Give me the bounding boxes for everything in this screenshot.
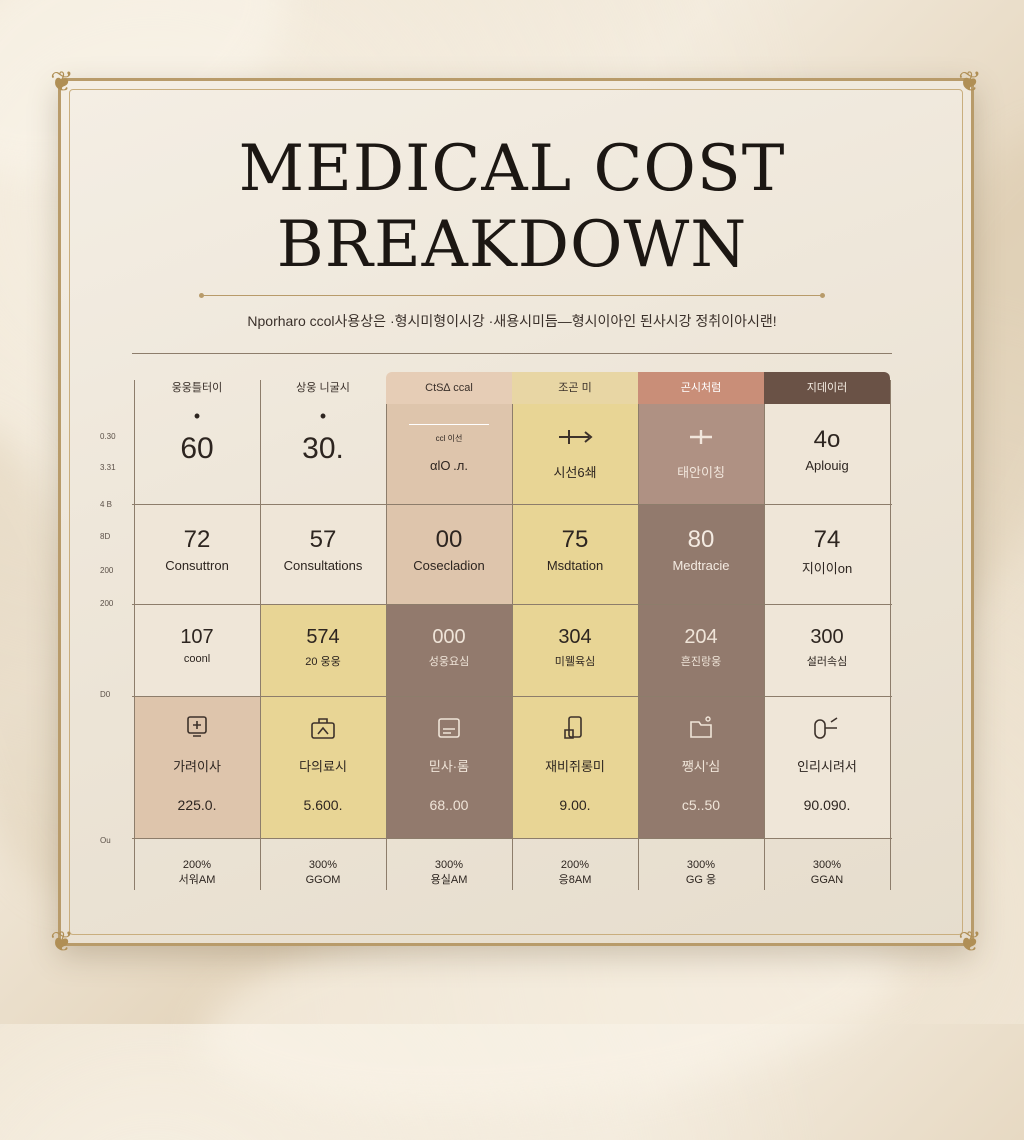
table-cell: • 60: [134, 410, 260, 466]
table-cell: 574 20 웅웅: [260, 626, 386, 669]
axis-tick: 0.30: [100, 432, 116, 441]
axis-tick: 8D: [100, 532, 110, 541]
page-title-line2: BREAKDOWN: [0, 208, 1024, 282]
clipboard-icon: [435, 714, 463, 742]
table-cell: 204 흔진랑웅: [638, 626, 764, 669]
page-title: MEDICAL COST: [0, 132, 1024, 206]
doctor-icon: [185, 714, 209, 742]
table-cell: 시선6쇄: [512, 426, 638, 481]
table-cell: 304 미웰육심: [512, 626, 638, 669]
medkit-icon: [309, 714, 337, 742]
table-cell: 가려이사 225.0.: [134, 714, 260, 813]
table-cell: 4o Aplouig: [764, 426, 890, 473]
folder-icon: [687, 714, 715, 742]
axis-tick: 3.31: [100, 463, 116, 472]
table-cell: • 30.: [260, 410, 386, 466]
footer-cell: 300% 용실AM: [386, 858, 512, 888]
footer-cell: 300% GGOM: [260, 858, 386, 888]
title-divider: [202, 295, 822, 296]
table-cell: 믿사·롬 68..00: [386, 714, 512, 813]
cross-icon: [686, 426, 716, 448]
column-header: CtS∆ ccal: [386, 372, 512, 404]
ornament-icon: ❦: [955, 927, 985, 957]
pill-icon: [811, 714, 843, 742]
table-cell: 000 성웅요심: [386, 626, 512, 669]
axis-tick: 4 B: [100, 500, 112, 509]
table-cell: 다의료시 5.600.: [260, 714, 386, 813]
table-cell: 107 coonl: [134, 626, 260, 665]
column-header: 상웅 니굴시: [260, 372, 386, 404]
footer-cell: 200% 서워AM: [134, 858, 260, 888]
axis-tick: Ou: [100, 836, 111, 845]
axis-tick: 200: [100, 566, 113, 575]
table-cell: 74 지이이on: [764, 526, 890, 577]
table-cell: 75 Msdtation: [512, 526, 638, 573]
pharmacy-icon: [561, 714, 589, 742]
table-cell: 재비쥐롱미 9.00.: [512, 714, 638, 813]
table-cell: 80 Medtracie: [638, 526, 764, 573]
footer-cell: 300% GG 웅: [638, 858, 764, 888]
ornament-icon: ❦: [955, 67, 985, 97]
table-cell: ccl 이선 αlO .л.: [386, 424, 512, 473]
subtitle: Nporharo ccol사용상은 ·형시미형이시강 ·새용시미듬―형시이아인 …: [0, 311, 1024, 331]
table-cell: 57 Consultations: [260, 526, 386, 573]
column-header: 웅웅틀터이: [134, 372, 260, 404]
table-cell: 태안이칭: [638, 426, 764, 481]
table-cell: 72 Consuttron: [134, 526, 260, 573]
column-header: 곤시처럼: [638, 372, 764, 404]
column-header: 지데이러: [764, 372, 890, 404]
syringe-icon: [555, 426, 595, 448]
footer-cell: 300% GGAN: [764, 858, 890, 888]
axis-tick: 200: [100, 599, 113, 608]
table-cell: 쨍시'심 c5..50: [638, 714, 764, 813]
footer-cell: 200% 응8AM: [512, 858, 638, 888]
column-divider: [890, 380, 891, 890]
ornament-icon: ❦: [47, 67, 77, 97]
table-top-rule: [132, 353, 892, 354]
axis-tick: D0: [100, 690, 110, 699]
table-cell: 인리시려서 90.090.: [764, 714, 890, 813]
table-cell: 00 Cosecladion: [386, 526, 512, 573]
column-header: 조곤 미: [512, 372, 638, 404]
ornament-icon: ❦: [47, 927, 77, 957]
table-cell: 300 설러속심: [764, 626, 890, 669]
